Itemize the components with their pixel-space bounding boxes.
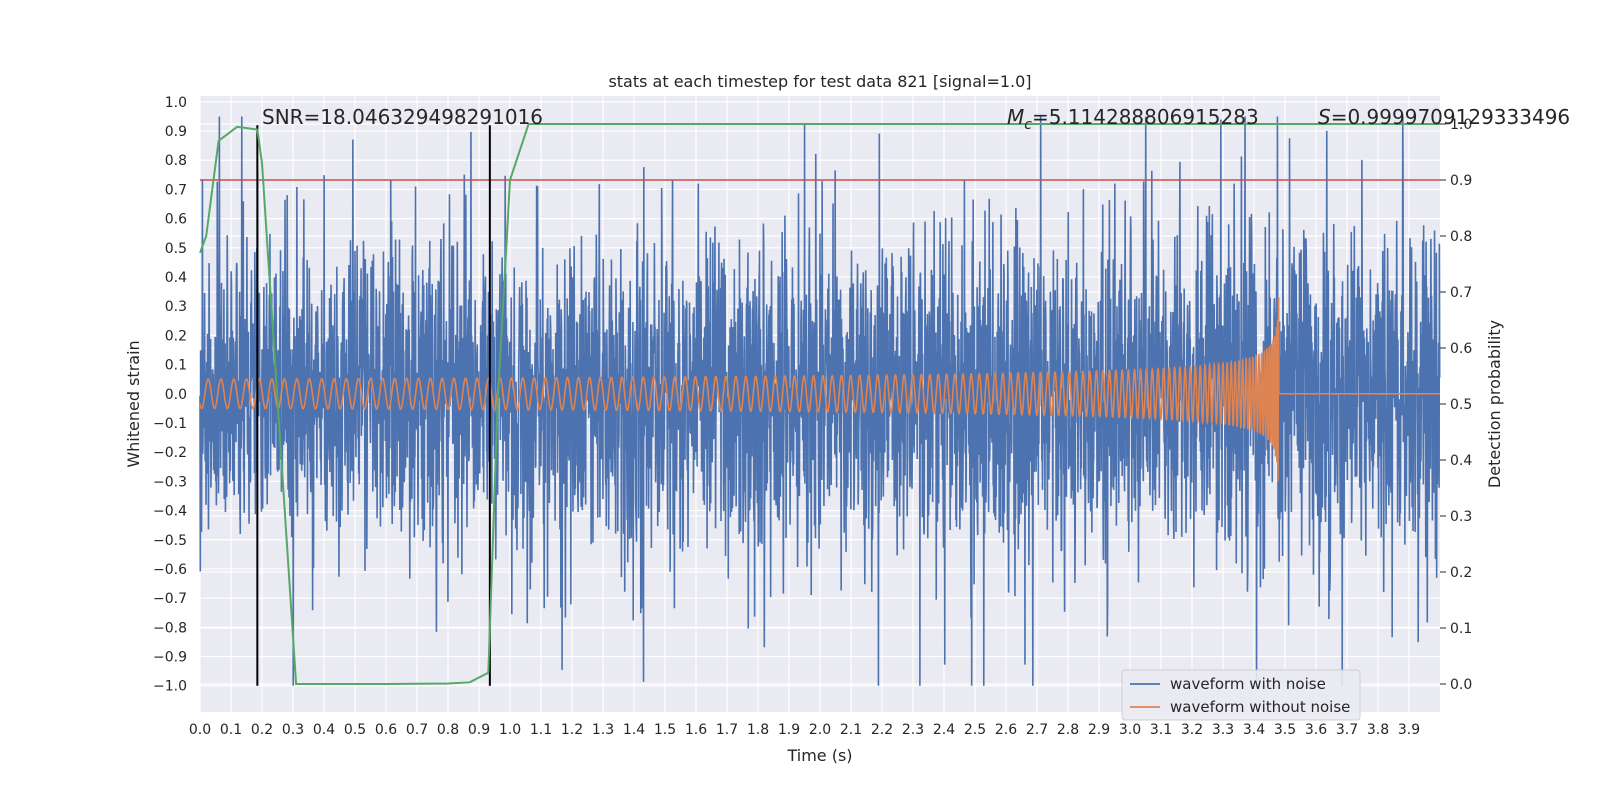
y-left-axis-label: Whitened strain [124,340,143,467]
y-left-tick-label: −1.0 [153,679,187,695]
x-tick-label: 0.8 [437,722,459,738]
mc-symbol: M [1007,105,1024,129]
x-tick-label: 0.4 [313,722,335,738]
y-left-tick-label: −0.9 [153,650,187,666]
x-tick-label: 0.2 [251,722,273,738]
x-tick-label: 1.4 [623,722,645,738]
y-right-tick-label: 0.4 [1450,453,1472,469]
x-tick-label: 3.4 [1243,722,1265,738]
y-right-tick-label: 0.5 [1450,397,1472,413]
mc-subscript: c [1024,117,1032,133]
x-tick-label: 0.6 [375,722,397,738]
x-tick-label: 0.0 [189,722,211,738]
x-tick-label: 1.0 [499,722,521,738]
y-left-tick-label: 0.0 [165,387,187,403]
series-waveform-without-noise [199,297,1440,482]
y-left-tick-label: 0.4 [165,270,187,286]
s-symbol: S [1318,105,1331,129]
mc-value: =5.114288806915283 [1032,105,1259,129]
x-tick-label: 2.7 [1026,722,1048,738]
y-right-tick-label: 0.0 [1450,677,1472,693]
x-tick-label: 3.0 [1119,722,1141,738]
y-left-tick-label: −0.6 [153,562,187,578]
x-tick-label: 3.7 [1336,722,1358,738]
x-tick-label: 0.3 [282,722,304,738]
legend: waveform with noise waveform without noi… [1121,669,1361,721]
y-left-tick-label: −0.4 [153,504,187,520]
y-left-tick-label: −0.2 [153,445,187,461]
y-left-tick-label: 0.7 [165,182,187,198]
y-right-tick-label: 0.8 [1450,229,1472,245]
y-right-tick-label: 1.0 [1450,117,1472,133]
chart-title: stats at each timestep for test data 821… [608,72,1031,91]
x-tick-label: 1.7 [716,722,738,738]
snr-annotation: SNR=18.046329498291016 [262,105,543,129]
mc-annotation: Mc=5.114288806915283 [1007,105,1259,133]
y-right-tick-label: 0.6 [1450,341,1472,357]
x-tick-labels: 0.0 0.1 0.2 0.3 0.4 0.5 0.6 0.7 0.8 0.9 1.0 1.1 1.2 1… [189,722,1420,738]
y-right-tick-label: 0.2 [1450,565,1472,581]
series-detection-probability [199,123,1440,685]
y-left-tick-label: 0.6 [165,212,187,228]
series-layer [199,116,1441,686]
y-left-tick-label: 0.9 [165,124,187,140]
y-left-tick-label: −0.3 [153,474,187,490]
x-tick-label: 3.1 [1150,722,1172,738]
y-left-tick-label: 0.2 [165,328,187,344]
s-value: =0.9999709129333496 [1331,105,1570,129]
x-tick-label: 2.8 [1057,722,1079,738]
y-left-tick-label: 0.3 [165,299,187,315]
x-tick-label: 2.4 [933,722,955,738]
legend-label-waveform-with-noise: waveform with noise [1170,675,1326,693]
y-right-tick-label: 0.1 [1450,621,1472,637]
x-axis-label: Time (s) [786,746,852,765]
x-tick-label: 0.9 [468,722,490,738]
y-left-tick-label: −0.8 [153,620,187,636]
x-tick-label: 2.9 [1088,722,1110,738]
x-tick-label: 1.2 [561,722,583,738]
y-right-axis-label: Detection probability [1485,320,1504,488]
y-left-tick-label: −0.5 [153,533,187,549]
x-tick-label: 2.1 [840,722,862,738]
y-left-tick-label: 0.5 [165,241,187,257]
y-left-tick-label: 1.0 [165,95,187,111]
y-right-tick-labels: 1.0 0.9 0.8 0.7 0.6 0.5 0.4 0.3 0.2 0.1 0.0 [1440,117,1472,693]
x-tick-label: 1.1 [530,722,552,738]
y-left-tick-label: −0.7 [153,591,187,607]
x-tick-label: 3.2 [1181,722,1203,738]
x-tick-label: 1.6 [685,722,707,738]
x-tick-label: 3.9 [1398,722,1420,738]
x-tick-label: 2.6 [995,722,1017,738]
x-tick-label: 0.5 [344,722,366,738]
x-tick-label: 3.8 [1367,722,1389,738]
x-tick-label: 1.8 [747,722,769,738]
legend-label-waveform-without-noise: waveform without noise [1170,698,1350,716]
y-left-tick-labels: 1.0 0.9 0.8 0.7 0.6 0.5 0.4 0.3 0.2 0.1 0.0 −0.1 −0.… [153,95,187,695]
x-tick-label: 0.7 [406,722,428,738]
x-tick-label: 3.5 [1274,722,1296,738]
y-right-tick-label: 0.3 [1450,509,1472,525]
y-left-tick-label: 0.8 [165,153,187,169]
y-left-tick-label: −0.1 [153,416,187,432]
x-tick-label: 0.1 [220,722,242,738]
x-tick-label: 2.0 [809,722,831,738]
x-tick-label: 2.3 [902,722,924,738]
s-annotation: S=0.9999709129333496 [1318,105,1570,129]
y-left-tick-label: 0.1 [165,358,187,374]
x-tick-label: 1.5 [654,722,676,738]
x-tick-label: 3.6 [1305,722,1327,738]
x-tick-label: 1.9 [778,722,800,738]
y-right-tick-label: 0.7 [1450,285,1472,301]
x-tick-label: 1.3 [592,722,614,738]
x-tick-label: 3.3 [1212,722,1234,738]
y-right-tick-label: 0.9 [1450,173,1472,189]
x-tick-label: 2.5 [964,722,986,738]
legend-box [1121,669,1361,721]
x-tick-label: 2.2 [871,722,893,738]
